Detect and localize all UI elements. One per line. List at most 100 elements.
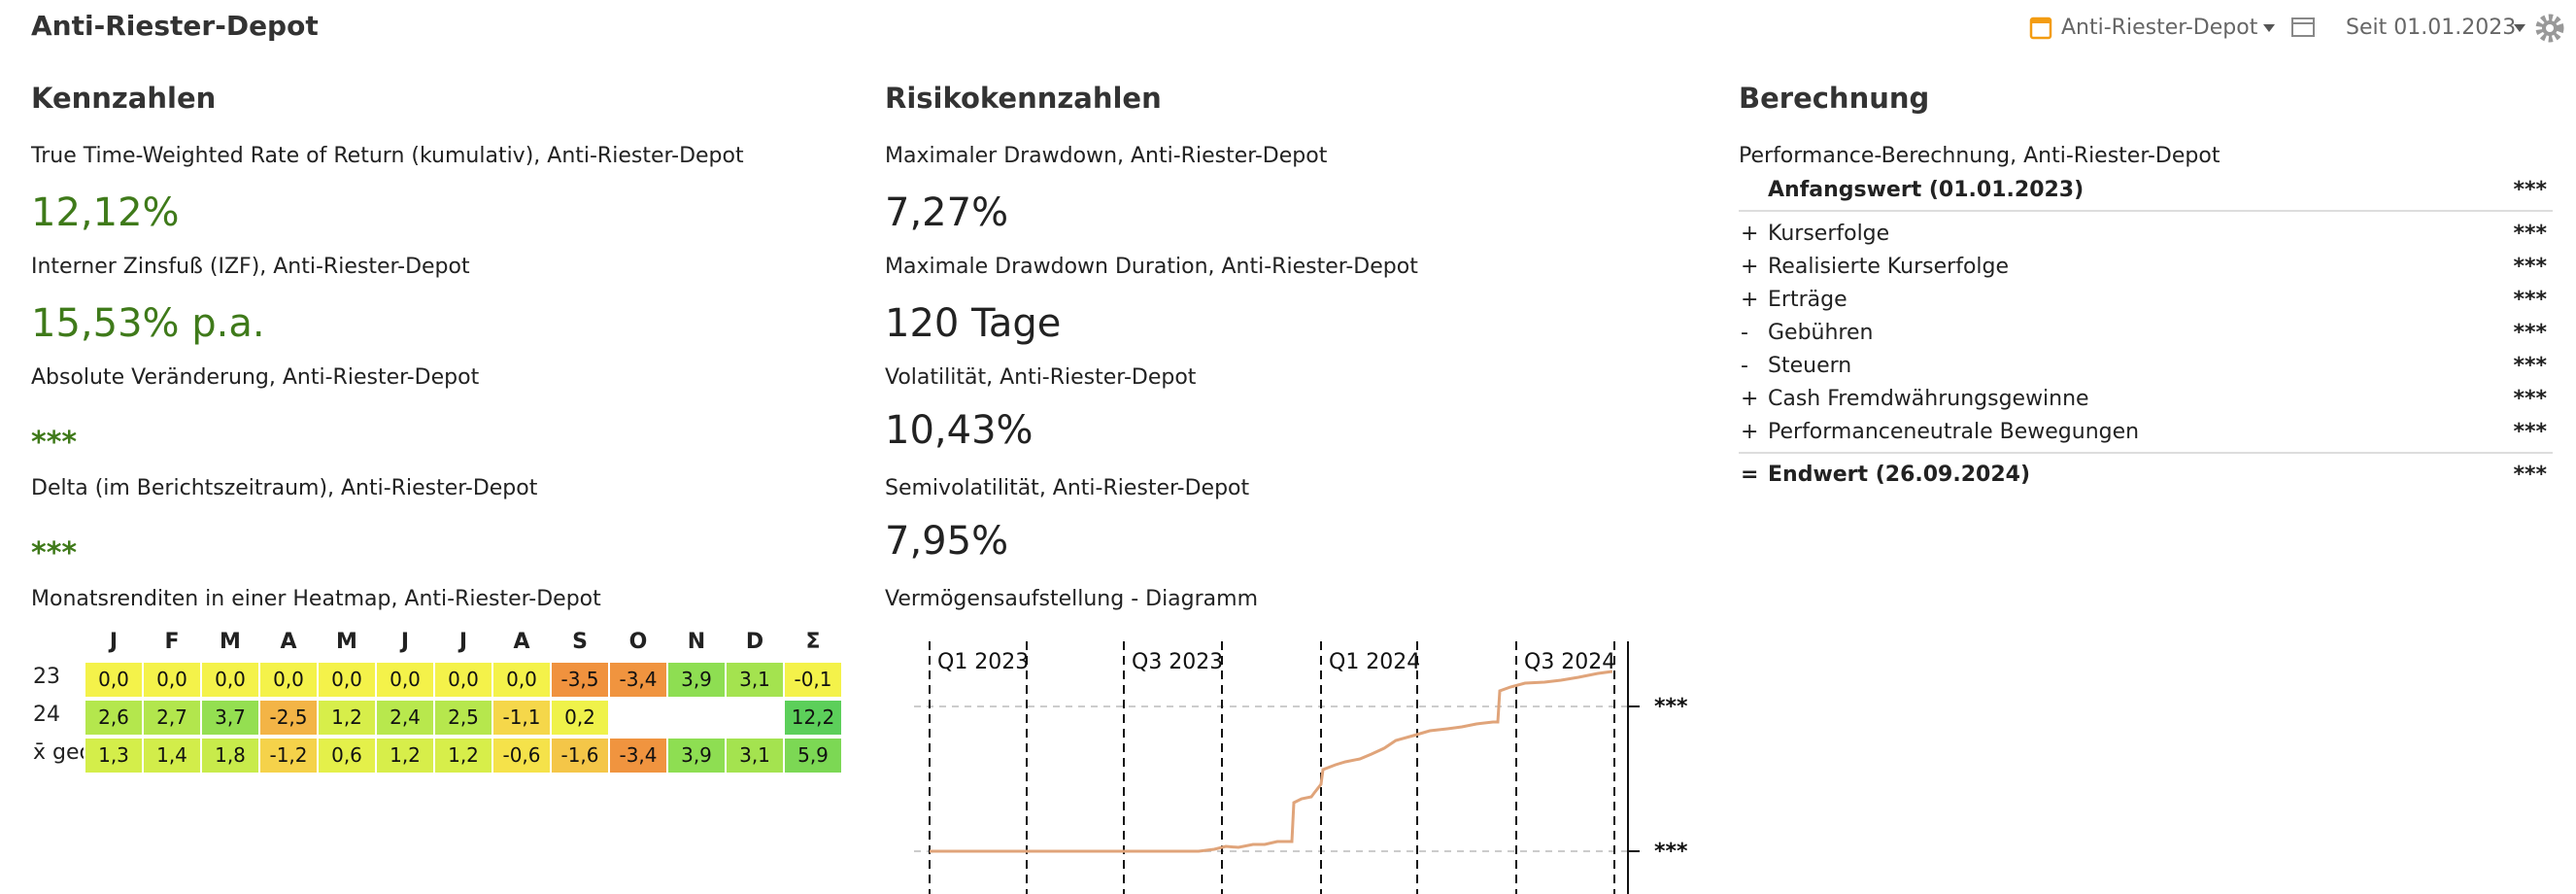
page-title: Anti-Riester-Depot <box>31 10 319 42</box>
heatmap-cell: 0,6 <box>319 739 375 773</box>
heatmap-row-label: 24 <box>33 703 60 727</box>
calc-label: Gebühren <box>1768 321 1874 345</box>
calc-sign: - <box>1741 354 1748 378</box>
heatmap-cell: 3,7 <box>202 701 258 735</box>
quarter-label: Q3 2024 <box>1524 650 1615 674</box>
calc-label: Erträge <box>1768 288 1847 312</box>
metric-label: Interner Zinsfuß (IZF), Anti-Riester-Dep… <box>31 255 470 279</box>
metric-value: 7,27% <box>885 190 1009 235</box>
dropdown-arrow[interactable] <box>2262 23 2276 33</box>
heatmap-column-header: N <box>687 630 706 654</box>
calc-sign: + <box>1741 420 1759 444</box>
heatmap-cell: -3,4 <box>610 739 666 773</box>
heatmap-column-header: M <box>220 630 241 654</box>
axis-label: *** <box>1654 840 1688 864</box>
chart-gridlines <box>914 705 1627 852</box>
asset-chart: Q1 2023 Q3 2023 Q1 2024 Q3 2024 *** *** <box>914 641 1688 894</box>
metric-label: Semivolatilität, Anti-Riester-Depot <box>885 476 1250 500</box>
heatmap-cell: 2,7 <box>144 701 200 735</box>
heatmap-cell: 2,4 <box>377 701 433 735</box>
heatmap-cell: 3,9 <box>668 739 725 773</box>
separator <box>1739 210 2553 212</box>
section-title: Kennzahlen <box>31 82 217 115</box>
heatmap-cell: 0,2 <box>552 701 608 735</box>
heatmap-cell: 12,2 <box>785 701 841 735</box>
calc-value: *** <box>2513 420 2547 444</box>
calc-label: Cash Fremdwährungsgewinne <box>1768 387 2089 411</box>
heatmap-cell: -1,2 <box>260 739 317 773</box>
heatmap-column-header: O <box>628 630 648 654</box>
heatmap-cell: 0,0 <box>493 663 550 697</box>
heatmap-cell: 1,4 <box>144 739 200 773</box>
heatmap-cell: 5,9 <box>785 739 841 773</box>
heatmap-cell: 0,0 <box>260 663 317 697</box>
metric-label: Maximale Drawdown Duration, Anti-Riester… <box>885 255 1418 279</box>
dropdown-arrow[interactable] <box>2513 23 2526 33</box>
heatmap-cell: 2,6 <box>85 701 142 735</box>
settings-icon[interactable] <box>2534 13 2565 44</box>
calc-end-label: Endwert (26.09.2024) <box>1768 463 2030 487</box>
metric-value: 15,53% p.a. <box>31 301 265 346</box>
heatmap-row-label: x̄ geo <box>33 740 84 765</box>
metric-value: 120 Tage <box>885 301 1062 346</box>
calc-start-value: *** <box>2513 178 2547 202</box>
window-icon[interactable] <box>2290 16 2318 41</box>
metric-value: 12,12% <box>31 190 180 235</box>
heatmap-cell: -0,1 <box>785 663 841 697</box>
period-selector[interactable]: Seit 01.01.2023 <box>2346 16 2517 40</box>
metric-value: *** <box>31 426 78 460</box>
calc-sign: + <box>1741 387 1759 411</box>
heatmap-cell: -3,4 <box>610 663 666 697</box>
calc-sign: - <box>1741 321 1748 345</box>
heatmap-title: Monatsrenditen in einer Heatmap, Anti-Ri… <box>31 587 601 611</box>
heatmap-column-header: A <box>513 630 530 654</box>
heatmap-column-header: M <box>336 630 357 654</box>
axis-label: *** <box>1654 695 1688 719</box>
heatmap-column-header: J <box>109 630 119 654</box>
calc-value: *** <box>2513 354 2547 378</box>
calc-sign: + <box>1741 255 1759 279</box>
heatmap-cell: 1,2 <box>435 739 491 773</box>
heatmap-cell: -3,5 <box>552 663 608 697</box>
calc-label: Steuern <box>1768 354 1852 378</box>
calc-label: Realisierte Kurserfolge <box>1768 255 2010 279</box>
quarter-lines <box>929 641 1615 894</box>
heatmap-cell: 0,0 <box>85 663 142 697</box>
separator <box>1739 452 2553 454</box>
heatmap-column-header: S <box>572 630 588 654</box>
metric-value: *** <box>31 536 78 570</box>
heatmap-cell: 0,0 <box>202 663 258 697</box>
calc-value: *** <box>2513 222 2547 246</box>
calc-sign: + <box>1741 288 1759 312</box>
heatmap-cell: 3,1 <box>727 739 783 773</box>
metric-label: Maximaler Drawdown, Anti-Riester-Depot <box>885 144 1328 168</box>
heatmap-column-header: Σ <box>805 630 821 654</box>
heatmap-cell: -2,5 <box>260 701 317 735</box>
heatmap-column-header: J <box>400 630 410 654</box>
heatmap-cell: 1,8 <box>202 739 258 773</box>
metric-label: True Time-Weighted Rate of Return (kumul… <box>31 144 744 168</box>
calendar-icon[interactable] <box>2029 16 2052 41</box>
calc-value: *** <box>2513 288 2547 312</box>
calc-label: Performanceneutrale Bewegungen <box>1768 420 2140 444</box>
heatmap-cell: 3,9 <box>668 663 725 697</box>
heatmap-cell: 0,0 <box>319 663 375 697</box>
section-title: Risikokennzahlen <box>885 82 1162 115</box>
quarter-label: Q1 2023 <box>937 650 1029 674</box>
quarter-label: Q3 2023 <box>1132 650 1223 674</box>
calc-value: *** <box>2513 321 2547 345</box>
calc-start-label: Anfangswert (01.01.2023) <box>1768 178 2085 202</box>
heatmap-column-header: J <box>458 630 468 654</box>
heatmap-column-header: A <box>280 630 297 654</box>
heatmap-cell: 1,2 <box>377 739 433 773</box>
heatmap-cell: 2,5 <box>435 701 491 735</box>
metric-value: 10,43% <box>885 408 1034 453</box>
asset-line <box>930 670 1613 853</box>
calc-subtitle: Performance-Berechnung, Anti-Riester-Dep… <box>1739 144 2220 168</box>
portfolio-selector[interactable]: Anti-Riester-Depot <box>2061 16 2258 40</box>
heatmap-row-label: 23 <box>33 665 60 689</box>
heatmap-cell: -1,6 <box>552 739 608 773</box>
metric-value: 7,95% <box>885 519 1009 564</box>
metric-label: Absolute Veränderung, Anti-Riester-Depot <box>31 365 480 390</box>
